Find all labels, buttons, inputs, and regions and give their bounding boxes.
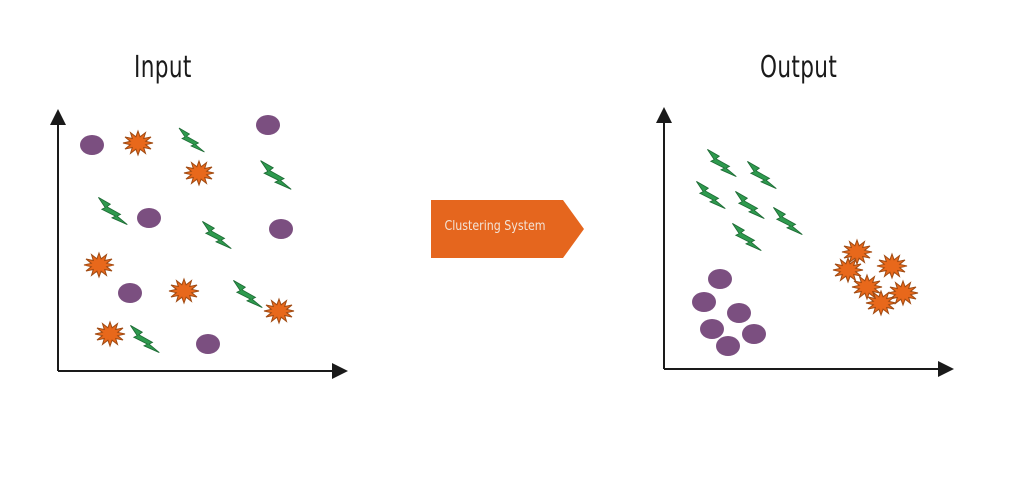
green-lightning-icon [772, 206, 803, 236]
purple-circle-icon [269, 219, 293, 239]
green-lightning-icon [695, 180, 726, 210]
purple-circle-icon [137, 208, 161, 228]
orange-starburst-icon [851, 273, 883, 301]
orange-starburst-icon [168, 277, 200, 305]
green-lightning-icon [260, 160, 292, 190]
star-cluster [832, 238, 919, 317]
purple-circle-icon [196, 334, 220, 354]
orange-starburst-icon [865, 289, 897, 317]
input-stars [83, 129, 295, 348]
orange-starburst-icon [94, 320, 126, 348]
purple-circle-icon [708, 269, 732, 289]
green-lightning-icon [129, 324, 160, 354]
green-lightning-icon [734, 190, 765, 220]
input-shapes [80, 115, 293, 354]
input-axes [50, 109, 348, 379]
output-shapes [692, 148, 803, 356]
orange-starburst-icon [83, 251, 115, 279]
green-lightning-icon [746, 160, 777, 190]
orange-starburst-icon [887, 279, 919, 307]
purple-circle-icon [118, 283, 142, 303]
orange-starburst-icon [263, 297, 295, 325]
green-lightning-icon [97, 196, 128, 226]
orange-starburst-icon [876, 252, 908, 280]
purple-circle-icon [700, 319, 724, 339]
purple-circle-icon [692, 292, 716, 312]
green-lightning-icon [731, 222, 762, 252]
clustering-system-label: Clustering System [444, 219, 546, 234]
purple-circle-icon [256, 115, 280, 135]
purple-circle-icon [727, 303, 751, 323]
bolt-cluster [695, 148, 803, 252]
input-title: Input [134, 50, 192, 85]
green-lightning-icon [706, 148, 737, 178]
orange-starburst-icon [832, 256, 864, 284]
purple-circle-icon [80, 135, 104, 155]
green-lightning-icon [232, 279, 263, 309]
output-title: Output [760, 50, 838, 85]
output-axes [656, 107, 954, 377]
orange-starburst-icon [122, 129, 154, 157]
purple-circle-icon [742, 324, 766, 344]
orange-starburst-icon [183, 159, 215, 187]
circle-cluster [692, 269, 766, 356]
orange-starburst-icon [841, 238, 873, 266]
purple-circle-icon [716, 336, 740, 356]
green-lightning-icon [178, 127, 205, 153]
clustering-system-arrow [431, 200, 584, 258]
green-lightning-icon [201, 220, 232, 250]
